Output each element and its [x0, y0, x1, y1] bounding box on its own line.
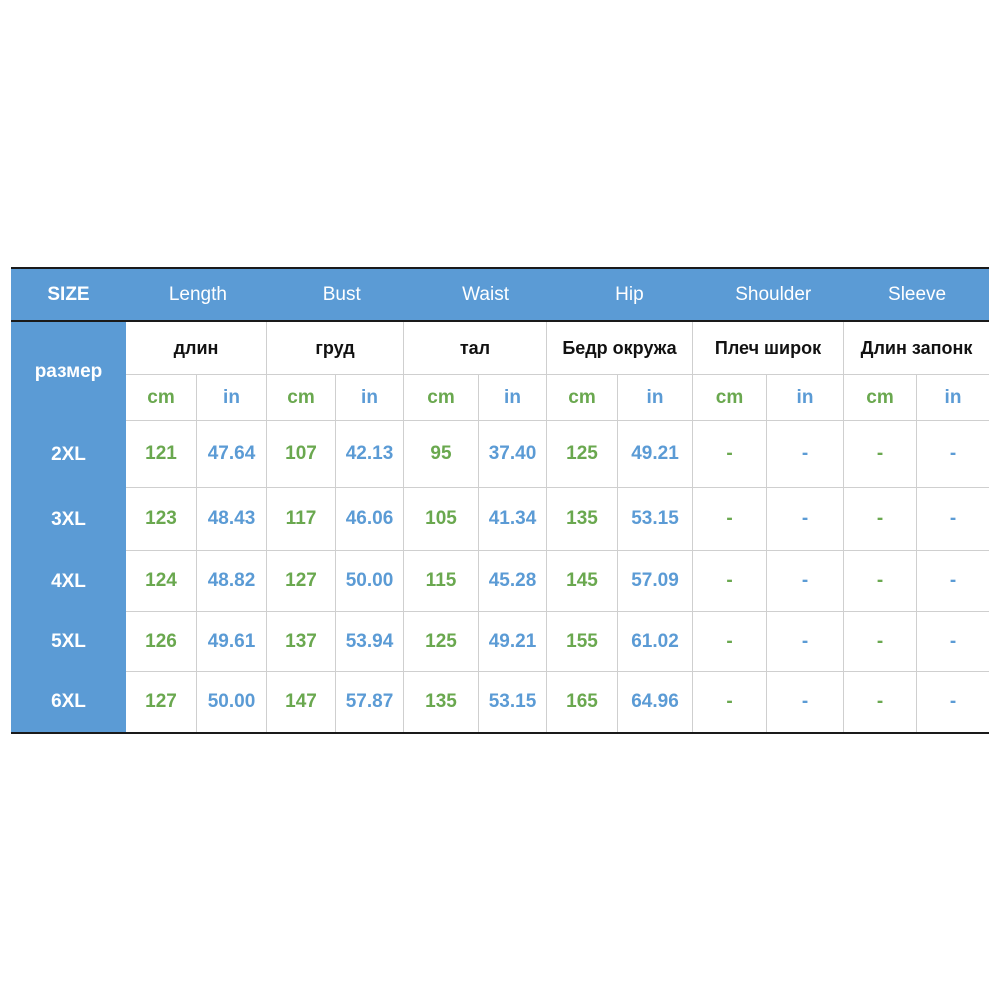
cell-cm-value: 126: [126, 612, 197, 672]
cell-in-value: 48.43: [197, 488, 267, 551]
unit-cm-label: cm: [547, 375, 618, 421]
cell-cm-value: -: [844, 421, 917, 488]
cell-cm-value: -: [844, 551, 917, 612]
cell-in-value: 42.13: [336, 421, 404, 488]
size-row-label: 2XL: [11, 421, 126, 488]
russian-size-label: размер: [11, 322, 126, 421]
cell-cm-value: -: [693, 551, 767, 612]
cell-in-value: -: [767, 612, 844, 672]
size-row-label: 4XL: [11, 551, 126, 612]
size-header: SIZE: [47, 283, 90, 305]
unit-cm-label: cm: [844, 375, 917, 421]
cell-in-value: -: [917, 551, 989, 612]
cell-cm-value: 127: [126, 672, 197, 732]
cell-in-value: -: [767, 551, 844, 612]
column-header: Length: [168, 283, 227, 305]
cell-in-value: 49.21: [618, 421, 693, 488]
cell-cm-value: -: [693, 612, 767, 672]
column-header: Hip: [615, 283, 644, 305]
size-chart-table: SIZE Length Bust Waist Hip Shoulder Slee…: [11, 267, 989, 734]
cell-in-value: -: [917, 488, 989, 551]
size-row-label: 5XL: [11, 612, 126, 672]
cell-in-value: 50.00: [336, 551, 404, 612]
cell-in-value: 57.87: [336, 672, 404, 732]
cell-cm-value: 95: [404, 421, 479, 488]
unit-in-label: in: [618, 375, 693, 421]
cell-in-value: 64.96: [618, 672, 693, 732]
cell-cm-value: 155: [547, 612, 618, 672]
column-header: Waist: [462, 283, 509, 305]
cell-cm-value: 107: [267, 421, 336, 488]
table-body: размер длин груд тал Бедр окружа Плеч ши…: [11, 322, 989, 732]
russian-column-header: длин: [126, 322, 267, 375]
cell-cm-value: 117: [267, 488, 336, 551]
cell-in-value: 53.15: [618, 488, 693, 551]
cell-in-value: 57.09: [618, 551, 693, 612]
russian-column-header: Плеч широк: [693, 322, 844, 375]
unit-cm-label: cm: [404, 375, 479, 421]
cell-in-value: -: [949, 691, 957, 712]
unit-in-label: in: [767, 375, 844, 421]
size-row-label: 3XL: [11, 488, 126, 551]
cell-in-value: 48.82: [197, 551, 267, 612]
cell-in-value: -: [917, 612, 989, 672]
cell-cm-value: 105: [404, 488, 479, 551]
unit-in-label: in: [917, 375, 989, 421]
cell-in-value: 49.61: [197, 612, 267, 672]
cell-in-value: -: [767, 672, 844, 732]
cell-cm-value: 135: [547, 488, 618, 551]
russian-column-header: тал: [404, 322, 547, 375]
unit-in-label: in: [197, 375, 267, 421]
cell-in-value: 61.02: [618, 612, 693, 672]
cell-cm-value: 127: [267, 551, 336, 612]
cell-cm-value: -: [844, 612, 917, 672]
unit-in-label: in: [336, 375, 404, 421]
unit-cm-label: cm: [693, 375, 767, 421]
cell-in-value: 50.00: [197, 672, 267, 732]
cell-cm-value: 137: [267, 612, 336, 672]
cell-cm-value: 135: [404, 672, 479, 732]
cell-cm-value: 125: [547, 421, 618, 488]
cell-in-value: -: [917, 421, 989, 488]
unit-in-label: in: [479, 375, 547, 421]
cell-cm-value: 121: [126, 421, 197, 488]
cell-cm-value: 145: [547, 551, 618, 612]
cell-cm-value: -: [844, 672, 917, 732]
unit-cm-label: cm: [126, 375, 197, 421]
size-row-label: 6XL: [11, 672, 126, 732]
russian-column-header: груд: [267, 322, 404, 375]
unit-cm-label: cm: [267, 375, 336, 421]
header-row: SIZE Length Bust Waist Hip Shoulder Slee…: [11, 269, 989, 322]
cell-cm-value: -: [693, 672, 767, 732]
cell-in-value: 37.40: [479, 421, 547, 488]
cell-cm-value: 125: [404, 612, 479, 672]
cell-in-value: 53.15: [479, 672, 547, 732]
russian-column-header: Бедр окружа: [547, 322, 693, 375]
cell-cm-value: -: [844, 488, 917, 551]
cell-in-value: 45.28: [479, 551, 547, 612]
column-header: Bust: [322, 283, 361, 305]
russian-column-header: Длин запонк: [844, 322, 989, 375]
column-header: Shoulder: [735, 283, 812, 305]
cell-in-value: 53.94: [336, 612, 404, 672]
cell-cm-value: 124: [126, 551, 197, 612]
cell-cm-value: -: [693, 488, 767, 551]
cell-in-value: 41.34: [479, 488, 547, 551]
cell-cm-value: 123: [126, 488, 197, 551]
cell-in-value: -: [767, 421, 844, 488]
cell-in-value: 49.21: [479, 612, 547, 672]
cell-cm-value: -: [693, 421, 767, 488]
column-header: Sleeve: [888, 283, 947, 305]
cell-cm-value: 165: [547, 672, 618, 732]
cell-in-value: -: [767, 488, 844, 551]
cell-cm-value: 147: [267, 672, 336, 732]
cell-in-value: 47.64: [197, 421, 267, 488]
cell-in-value: 46.06: [336, 488, 404, 551]
cell-cm-value: 115: [404, 551, 479, 612]
